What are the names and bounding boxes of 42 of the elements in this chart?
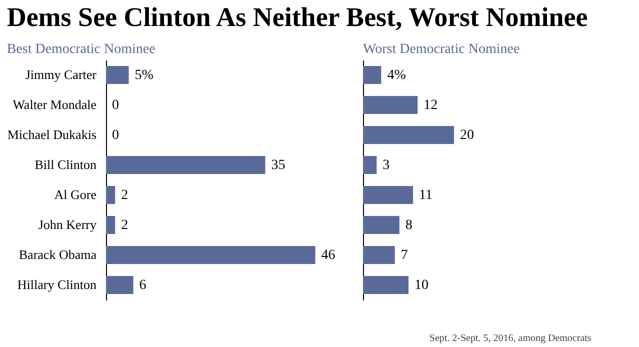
bar: [363, 66, 382, 84]
data-label: 7: [400, 248, 408, 263]
bar: [363, 216, 400, 234]
data-label: 0: [112, 128, 119, 143]
data-label: 11: [419, 188, 433, 203]
data-label: 8: [405, 218, 412, 233]
data-label: 4%: [387, 68, 406, 83]
text: Sept. 2-Sept. 5, 2016, among Democrats: [429, 333, 592, 344]
y-tick-label: John Kerry: [38, 217, 97, 232]
y-tick-label: Barack Obama: [18, 247, 97, 262]
data-label: 6: [139, 278, 146, 293]
chart-subtitle: Best Democratic Nominee: [6, 42, 156, 57]
y-tick-label: Hillary Clinton: [17, 277, 97, 292]
bar: [106, 66, 129, 84]
bar: [106, 186, 116, 204]
chart-title: Dems See Clinton As Neither Best, Worst Nominee: [6, 2, 588, 32]
bar: [363, 186, 414, 204]
bar: [363, 126, 454, 144]
bar: [106, 246, 316, 264]
data-label: 12: [424, 98, 438, 113]
chart-subtitle: Worst Democratic Nominee: [363, 42, 520, 57]
data-label: 2: [121, 188, 128, 203]
y-tick-label: Bill Clinton: [34, 157, 97, 172]
data-label: 0: [112, 98, 119, 113]
bar: [106, 276, 134, 294]
bar: [363, 276, 408, 294]
bar: [363, 156, 377, 174]
data-label: 10: [414, 278, 428, 293]
data-label: 2: [121, 218, 128, 233]
bar: [363, 96, 418, 114]
y-tick-label: Michael Dukakis: [7, 127, 96, 142]
data-label: 35: [271, 158, 286, 173]
data-label: 20: [460, 128, 474, 143]
data-label: 46: [321, 248, 336, 263]
bar: [106, 156, 266, 174]
bar: [363, 246, 395, 264]
y-tick-label: Al Gore: [54, 187, 97, 202]
y-tick-label: Walter Mondale: [12, 97, 97, 112]
data-label: 5%: [134, 68, 154, 83]
bar: [106, 216, 116, 234]
y-tick-label: Jimmy Carter: [25, 67, 98, 82]
data-label: 3: [382, 158, 390, 173]
